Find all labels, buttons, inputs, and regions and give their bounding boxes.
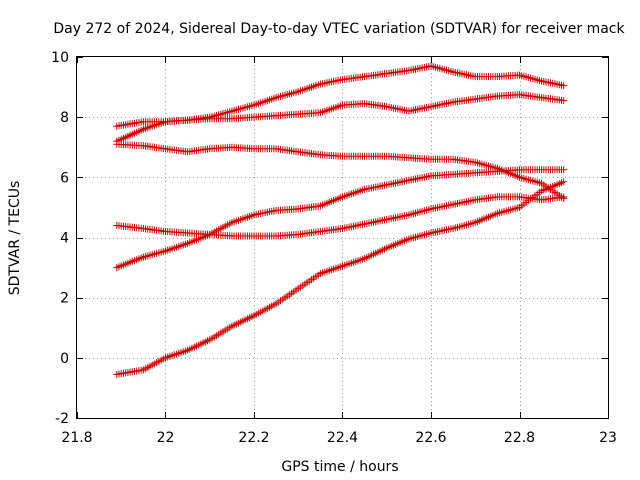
series-markers [113, 193, 568, 240]
series-track-2 [113, 91, 568, 130]
chart-title: Day 272 of 2024, Sidereal Day-to-day VTE… [53, 21, 625, 37]
plot-frame [76, 56, 609, 419]
series-layer [113, 62, 568, 378]
series-markers [113, 140, 568, 202]
series-markers [113, 91, 568, 130]
x-tick-label: 22.4 [327, 430, 358, 446]
x-tick-label: 22.8 [504, 430, 535, 446]
series-track-5 [113, 166, 568, 272]
series-track-4 [113, 193, 568, 240]
x-tick-label: 23 [599, 430, 617, 446]
y-tick-label: 10 [51, 50, 69, 66]
y-tick-label: 0 [60, 351, 69, 367]
series-track-6 [113, 178, 568, 378]
y-tick-label: -2 [55, 411, 69, 427]
x-tick-label: 22.2 [238, 430, 269, 446]
x-tick-label: 21.8 [61, 430, 92, 446]
x-tick-label: 22.6 [415, 430, 446, 446]
y-tick-label: 6 [60, 170, 69, 186]
y-axis-label: SDTVAR / TECUs [7, 181, 23, 296]
y-tick-label: 8 [60, 110, 69, 126]
x-tick-label: 22 [157, 430, 175, 446]
series-markers [113, 166, 568, 272]
y-tick-label: 2 [60, 291, 69, 307]
x-axis-label: GPS time / hours [281, 459, 398, 475]
axis-ticks: 21.8 22 22.2 22.4 22.6 22.8 23 -2 0 2 4 6 8 10 [51, 50, 617, 446]
y-tick-label: 4 [60, 231, 69, 247]
series-markers [113, 178, 568, 378]
series-track-3 [113, 140, 568, 202]
